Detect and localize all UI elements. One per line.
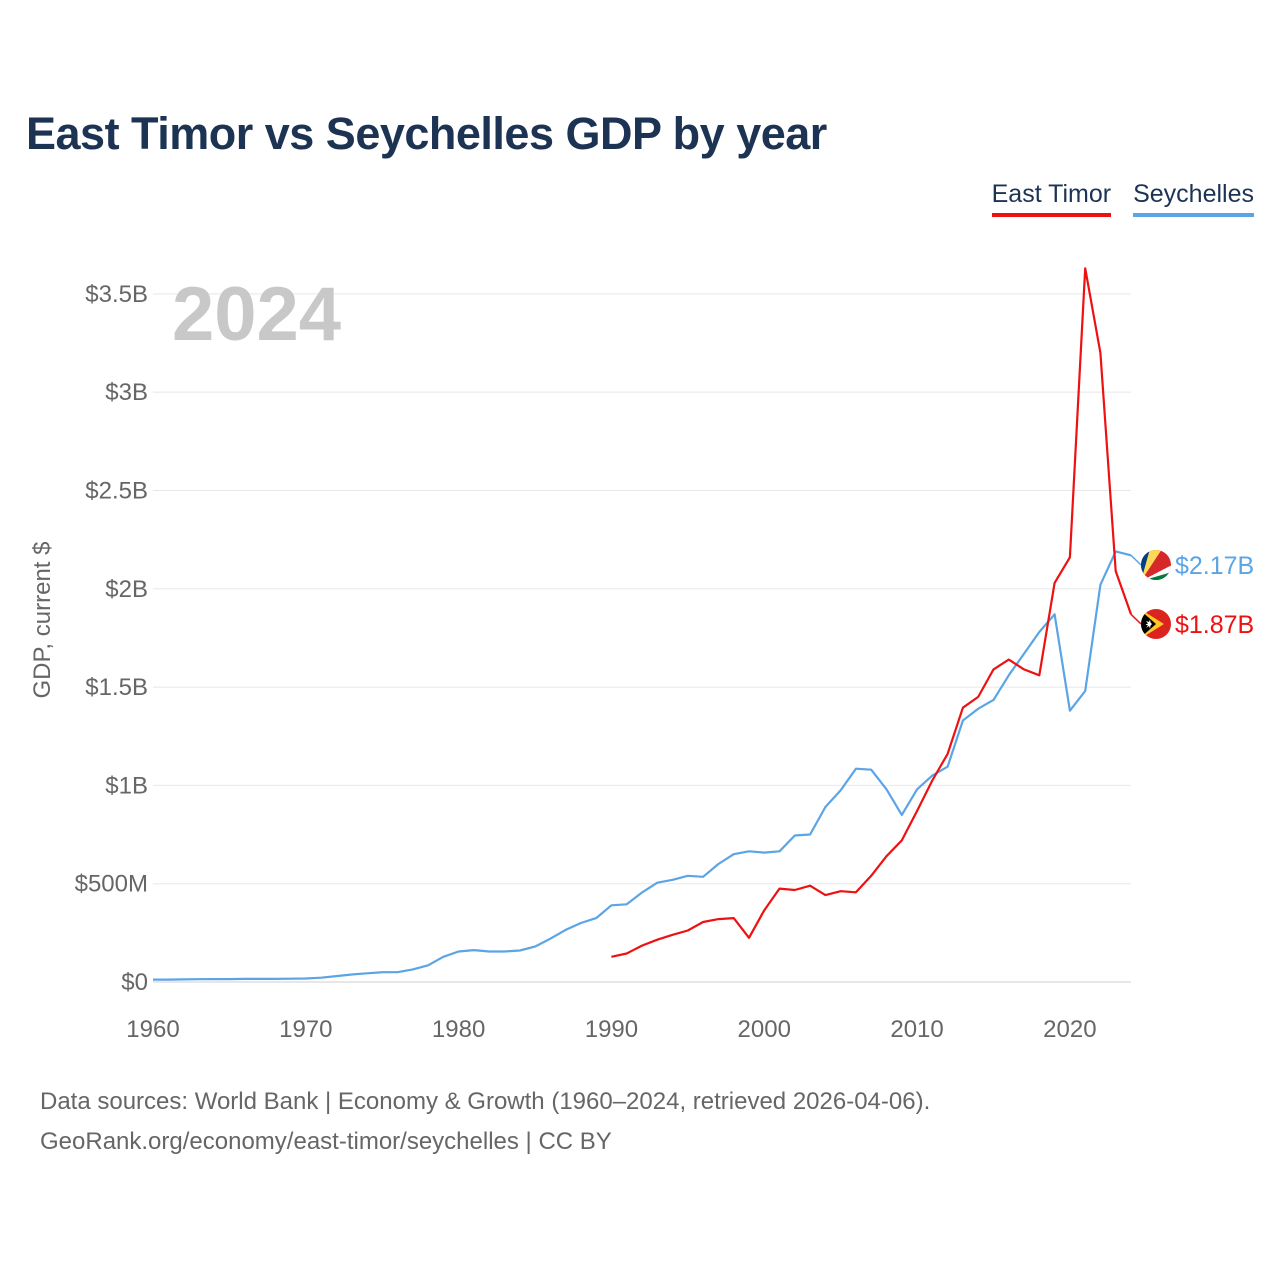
seychelles-flag-icon [1141, 550, 1171, 580]
y-tick-label: $3B [105, 379, 148, 406]
y-axis-label: GDP, current $ [29, 542, 56, 699]
x-axis: 1960 1970 1980 1990 2000 2010 2020 [126, 1016, 1096, 1043]
x-tick-label: 1960 [126, 1016, 179, 1043]
end-markers: $2.17B $1.87B [1130, 550, 1254, 639]
footer: Data sources: World Bank | Economy & Gro… [40, 1082, 930, 1162]
y-tick-label: $2.5B [85, 477, 148, 504]
legend-item-seychelles[interactable]: Seychelles [1133, 180, 1254, 217]
y-tick-label: $0 [121, 969, 148, 996]
east-timor-flag-icon [1141, 609, 1171, 639]
legend-item-east-timor[interactable]: East Timor [991, 180, 1112, 217]
y-tick-label: $500M [75, 871, 148, 898]
end-value-label-seychelles: $2.17B [1175, 552, 1254, 580]
y-tick-label: $2B [105, 576, 148, 603]
end-label-connector [1130, 554, 1142, 566]
y-tick-label: $1.5B [85, 674, 148, 701]
end-value-label-east-timor: $1.87B [1175, 611, 1254, 639]
credit-link[interactable]: GeoRank.org/economy/east-timor/seychelle… [40, 1128, 612, 1155]
x-tick-label: 2020 [1043, 1016, 1096, 1043]
data-sources-text: Data sources: World Bank | Economy & Gro… [40, 1088, 931, 1115]
x-tick-label: 1980 [432, 1016, 485, 1043]
chart-title: East Timor vs Seychelles GDP by year [26, 108, 827, 159]
y-tick-label: $1B [105, 772, 148, 799]
x-tick-label: 2010 [890, 1016, 943, 1043]
y-axis: $0 $500M $1B $1.5B $2B $2.5B $3B $3.5B [75, 281, 148, 996]
legend: East Timor Seychelles [991, 180, 1254, 217]
end-label-connector [1130, 613, 1142, 625]
series-layer [153, 267, 1133, 981]
year-watermark: 2024 [172, 272, 341, 357]
x-tick-label: 2000 [738, 1016, 791, 1043]
series-line-east-timor[interactable] [611, 267, 1133, 958]
grid [153, 293, 1131, 983]
y-tick-label: $3.5B [85, 281, 148, 308]
chart: 2024 $0 $500M $1B $1.5B $2B $2.5B $3B $3.5B 196… [29, 267, 1254, 1043]
x-tick-label: 1990 [585, 1016, 638, 1043]
series-line-seychelles[interactable] [153, 550, 1132, 981]
x-tick-label: 1970 [279, 1016, 332, 1043]
